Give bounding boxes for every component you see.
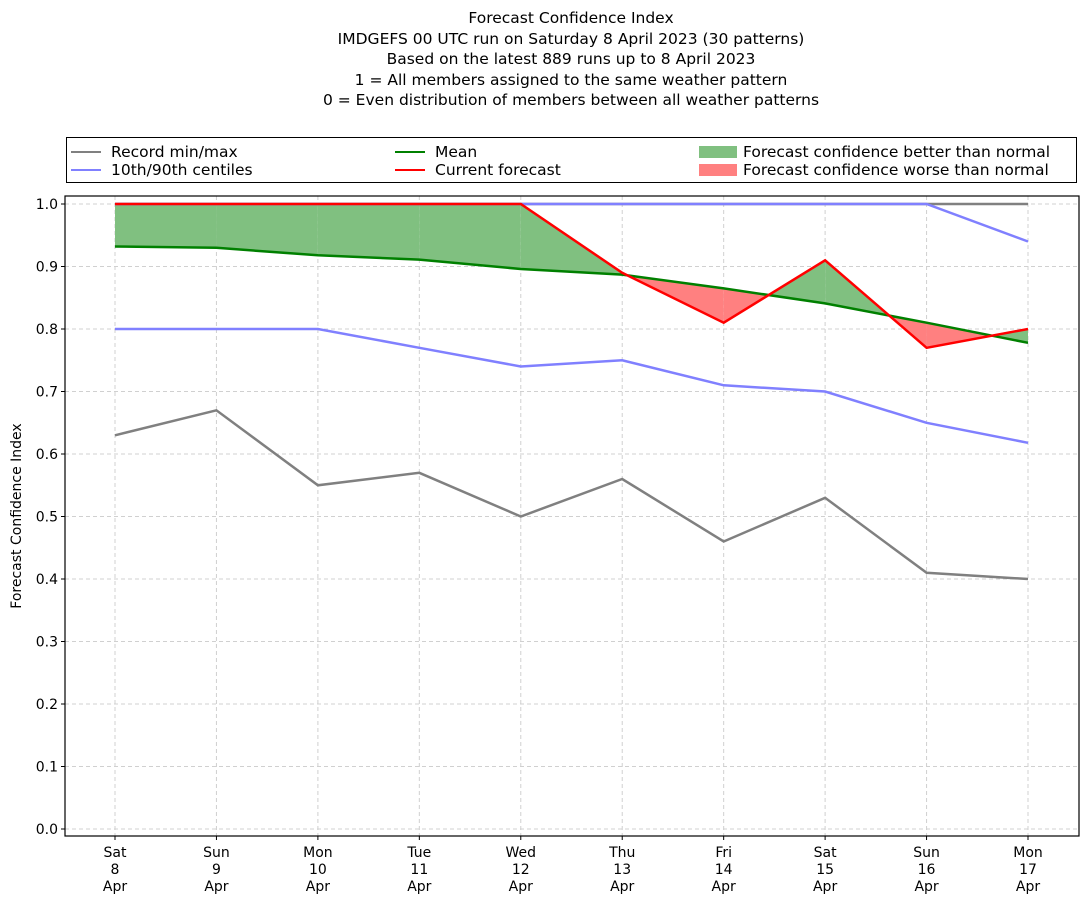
series-line-record-min (114, 408, 1029, 581)
x-tick-label-line: Mon (1013, 845, 1043, 861)
legend: Record min/max 10th/90th centiles Mean C… (66, 137, 1077, 183)
legend-label-record: Record min/max (111, 143, 238, 161)
x-tick-label-line: Apr (1016, 879, 1040, 895)
x-tick-label: Wed 12 Apr (506, 845, 537, 895)
y-tick-label: 0.7 (36, 385, 58, 401)
x-tick-label: Mon 17 Apr (1013, 845, 1043, 895)
chart-subtitle-basis: Based on the latest 889 runs up to 8 Apr… (386, 50, 756, 68)
legend-swatch-centiles (71, 169, 101, 171)
x-tick-label-line: 12 (512, 862, 530, 878)
x-tick-label: Sun 9 Apr (203, 845, 230, 895)
x-tick-label-line: 8 (111, 862, 120, 878)
x-tick-label-line: Sat (814, 845, 837, 861)
fill-better-than-normal (768, 260, 826, 304)
y-tick-label: 0.9 (36, 260, 58, 276)
fill-worse-than-normal (723, 288, 769, 323)
y-axis-label: Forecast Confidence Index (9, 423, 25, 608)
series-line-mean (114, 245, 1029, 345)
x-tick-label-line: Apr (204, 879, 228, 895)
x-tick-label-line: Apr (712, 879, 736, 895)
x-tick-label-line: 9 (212, 862, 221, 878)
y-tick-label: 0.5 (36, 510, 58, 526)
x-tick-label: Sat 15 Apr (813, 845, 837, 895)
x-tick-label-line: Apr (610, 879, 634, 895)
legend-item-centiles: 10th/90th centiles (71, 161, 253, 179)
series-line-current (115, 202, 1029, 350)
x-tick-label-line: Apr (914, 879, 938, 895)
x-tick-label: Tue 11 Apr (406, 845, 431, 895)
x-tick-label-line: Sun (203, 845, 230, 861)
y-tick-label: 1.0 (36, 197, 58, 213)
x-tick-label: Mon 10 Apr (303, 845, 333, 895)
legend-label-better: Forecast confidence better than normal (743, 143, 1051, 161)
legend-swatch-worse (699, 164, 737, 176)
legend-label-mean: Mean (435, 143, 478, 161)
x-tick-label-line: Apr (407, 879, 431, 895)
legend-item-worse: Forecast confidence worse than normal (699, 161, 1049, 179)
x-tick-label-line: 13 (613, 862, 631, 878)
fill-better-than-normal (317, 204, 420, 260)
x-tick-label-line: 16 (918, 862, 936, 878)
x-tick-label: Fri 14 Apr (712, 845, 736, 895)
x-tick-label-line: 14 (715, 862, 733, 878)
x-tick-label: Sun 16 Apr (913, 845, 940, 895)
x-tick-label-line: 17 (1019, 862, 1037, 878)
x-tick-label: Thu 13 Apr (608, 845, 635, 895)
legend-swatch-better (699, 146, 737, 158)
x-tick-label-line: 11 (410, 862, 428, 878)
grid (65, 196, 1079, 836)
y-tick-label: 0.4 (36, 572, 58, 588)
chart-subtitle-scale-min: 0 = Even distribution of members between… (322, 91, 820, 109)
legend-swatch-record (71, 151, 101, 153)
chart-subtitle-run: IMDGEFS 00 UTC run on Saturday 8 April 2… (337, 29, 805, 48)
y-tick-label: 0.0 (36, 822, 58, 838)
legend-item-current: Current forecast (395, 161, 561, 179)
x-tick-label-line: Apr (813, 879, 837, 895)
series-line-p10 (115, 327, 1029, 445)
x-tick-label-line: Sat (104, 845, 127, 861)
chart-title-block: Forecast Confidence Index IMDGEFS 00 UTC… (0, 8, 1092, 111)
y-tick-label: 0.3 (36, 635, 58, 651)
fill-better-than-normal (419, 204, 521, 269)
legend-item-better: Forecast confidence better than normal (699, 143, 1050, 161)
legend-label-current: Current forecast (435, 161, 561, 179)
y-tick-label: 0.1 (36, 760, 58, 776)
y-tick-label: 0.2 (36, 697, 58, 713)
x-tick-label: Sat 8 Apr (103, 845, 127, 895)
fill-better-than-normal (115, 204, 217, 248)
x-tick-label-line: Apr (306, 879, 330, 895)
x-tick-label-line: Apr (509, 879, 533, 895)
x-tick-label-line: Mon (303, 845, 333, 861)
x-tick-label-line: Fri (715, 845, 732, 861)
x-tick-label-line: Thu (608, 845, 635, 861)
y-tick-label: 0.6 (36, 447, 58, 463)
legend-label-centiles: 10th/90th centiles (111, 161, 253, 179)
chart-title: Forecast Confidence Index (468, 9, 674, 27)
y-tick-label: 0.8 (36, 322, 58, 338)
fill-better-than-normal (992, 329, 1028, 343)
legend-item-record: Record min/max (71, 143, 238, 161)
legend-label-worse: Forecast confidence worse than normal (743, 161, 1049, 179)
legend-item-mean: Mean (395, 143, 477, 161)
x-tick-label-line: 10 (309, 862, 327, 878)
x-tick-label-line: Tue (406, 845, 431, 861)
y-axis: 0.0 0.1 0.2 0.3 0.4 0.5 0.6 0.7 0.8 0.9 1.0 (36, 197, 65, 838)
x-tick-label-line: Apr (103, 879, 127, 895)
series-lines (114, 202, 1029, 581)
confidence-fills (115, 204, 1028, 348)
x-tick-label-line: 15 (816, 862, 834, 878)
fill-worse-than-normal (926, 322, 993, 348)
legend-swatch-mean (395, 151, 425, 153)
legend-swatch-current (395, 169, 425, 171)
x-tick-label-line: Sun (913, 845, 940, 861)
x-tick-label-line: Wed (506, 845, 537, 861)
chart-subtitle-scale-max: 1 = All members assigned to the same wea… (354, 70, 788, 89)
fill-better-than-normal (216, 204, 318, 256)
